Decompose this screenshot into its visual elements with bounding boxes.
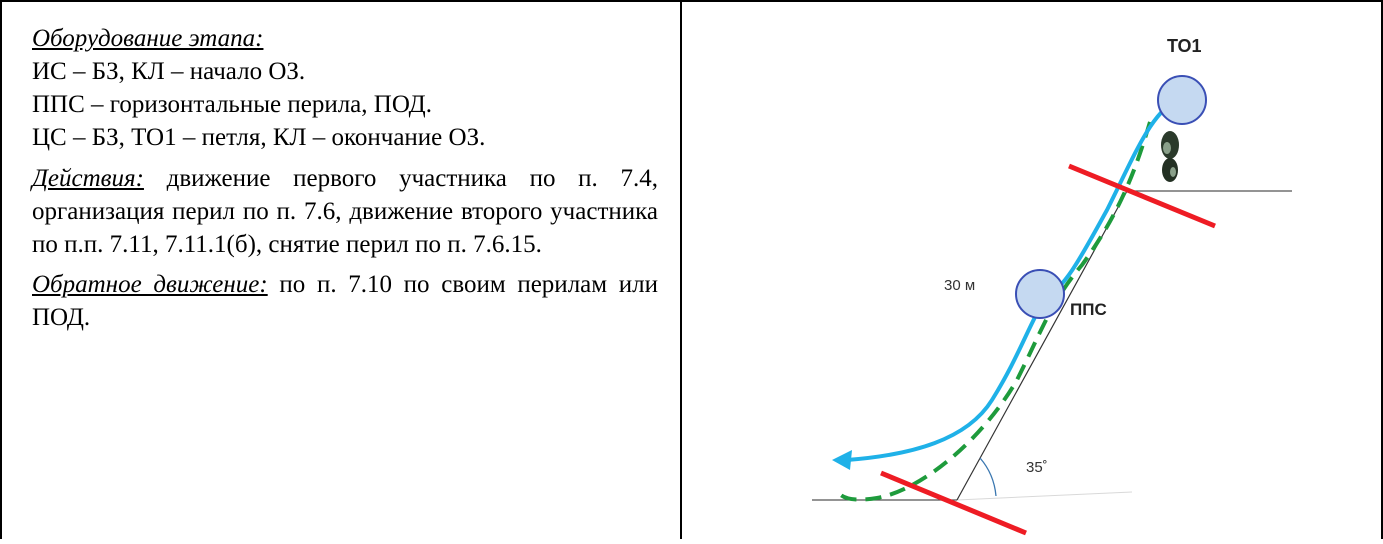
top-anchor-label: ТО1	[1167, 36, 1202, 56]
length-label: 30 м	[944, 277, 975, 294]
top-anchor-node	[1157, 75, 1207, 125]
horizontal-reference-line	[956, 491, 1133, 501]
column-divider	[680, 0, 682, 539]
return-heading: Обратное движение:	[32, 271, 268, 298]
equipment-heading-line: Оборудование этапа:	[32, 22, 658, 55]
slope-diagram: ТО1 30 м ППС 35˚	[812, 36, 1292, 536]
rope-arrow-icon	[832, 450, 852, 470]
knot-icon	[1161, 131, 1179, 182]
rope-line	[846, 95, 1183, 462]
equipment-line-3: ЦС – БЗ, ТО1 – петля, КЛ – окончание ОЗ.	[32, 124, 486, 151]
return-text: по п. 7.10 по своим перилам или ПОД.	[32, 271, 658, 331]
actions-paragraph: Действия: движение первого участника по …	[32, 162, 658, 261]
angle-arc	[979, 457, 997, 497]
actions-text: движение первого участника по п. 7.4, ор…	[32, 165, 658, 258]
equipment-heading: Оборудование этапа:	[32, 25, 264, 52]
equipment-line-1: ИС – БЗ, КЛ – начало ОЗ.	[32, 58, 306, 85]
boundary-line-bottom	[880, 470, 1027, 536]
return-paragraph: Обратное движение: по п. 7.10 по своим п…	[32, 268, 658, 334]
angle-label: 35˚	[1026, 459, 1048, 476]
movement-path	[835, 121, 1152, 502]
diagram-column: ТО1 30 м ППС 35˚	[682, 0, 1381, 539]
equipment-line-2: ППС – горизонтальные перила, ПОД.	[32, 91, 432, 118]
boundary-line-top	[1068, 163, 1216, 229]
slope-label: ППС	[1070, 300, 1107, 319]
middle-node	[1015, 269, 1065, 319]
actions-heading: Действия:	[32, 165, 144, 192]
description-column: Оборудование этапа: ИС – БЗ, КЛ – начало…	[32, 22, 658, 341]
